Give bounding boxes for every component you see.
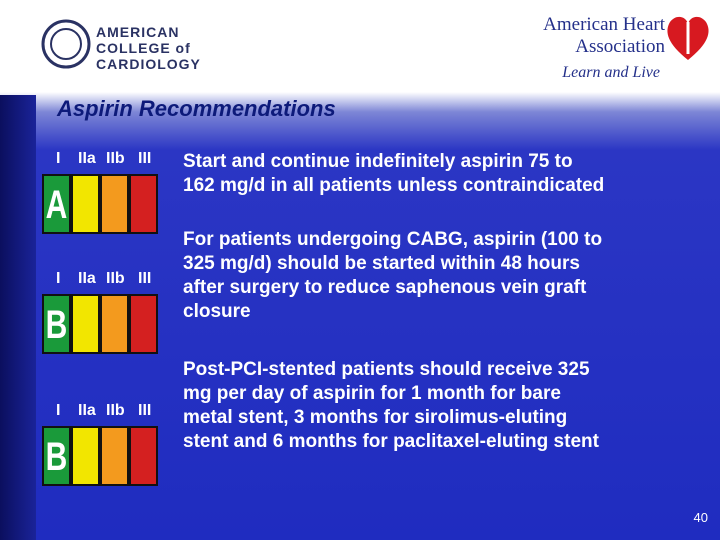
recommendation-text: after surgery to reduce saphenous vein g… <box>183 277 587 298</box>
level-letter: A <box>45 183 68 227</box>
class-box <box>100 174 129 234</box>
recommendation-text: 325 mg/d) should be started within 48 ho… <box>183 253 580 274</box>
class-label: IIa <box>78 150 96 167</box>
recommendation-text: closure <box>183 301 251 322</box>
class-label: I <box>56 270 61 287</box>
recommendation-text: 162 mg/d in all patients unless contrain… <box>183 175 605 196</box>
class-label: IIb <box>106 270 125 287</box>
class-label: IIa <box>78 270 96 287</box>
page-number: 40 <box>693 510 708 525</box>
recommendation-text: Start and continue indefinitely aspirin … <box>183 151 573 172</box>
aha-heart <box>667 16 709 60</box>
class-label: III <box>138 402 152 419</box>
logo-text: Association <box>575 36 665 57</box>
logo-text: American Heart <box>543 14 665 35</box>
class-box <box>42 294 71 354</box>
class-box <box>42 174 71 234</box>
level-letter: B <box>45 303 68 347</box>
recommendation-text: stent and 6 months for paclitaxel-elutin… <box>183 431 599 452</box>
class-box <box>129 294 158 354</box>
recommendation-text: metal stent, 3 months for sirolimus-elut… <box>183 407 568 428</box>
class-box <box>100 426 129 486</box>
logo-text: AMERICAN <box>96 24 180 40</box>
class-box <box>129 174 158 234</box>
recommendation-text: For patients undergoing CABG, aspirin (1… <box>183 229 603 250</box>
recommendation-text: mg per day of aspirin for 1 month for ba… <box>183 383 561 404</box>
class-box <box>100 294 129 354</box>
title: Aspirin Recommendations <box>57 96 336 121</box>
side-strip <box>0 95 36 540</box>
class-box <box>71 294 100 354</box>
class-box <box>42 426 71 486</box>
logo-text: CARDIOLOGY <box>96 56 201 72</box>
logo-text: COLLEGE of <box>96 40 191 56</box>
recommendation-text: Post-PCI-stented patients should receive… <box>183 359 590 380</box>
class-label: I <box>56 150 61 167</box>
logo-text: Learn and Live <box>562 64 660 81</box>
class-label: III <box>138 270 152 287</box>
class-label: IIa <box>78 402 96 419</box>
class-label: I <box>56 402 61 419</box>
class-label: III <box>138 150 152 167</box>
class-label: IIb <box>106 402 125 419</box>
level-letter: B <box>45 435 68 479</box>
class-box <box>129 426 158 486</box>
class-box <box>71 174 100 234</box>
class-box <box>71 426 100 486</box>
acc-seal <box>41 19 91 69</box>
class-label: IIb <box>106 150 125 167</box>
